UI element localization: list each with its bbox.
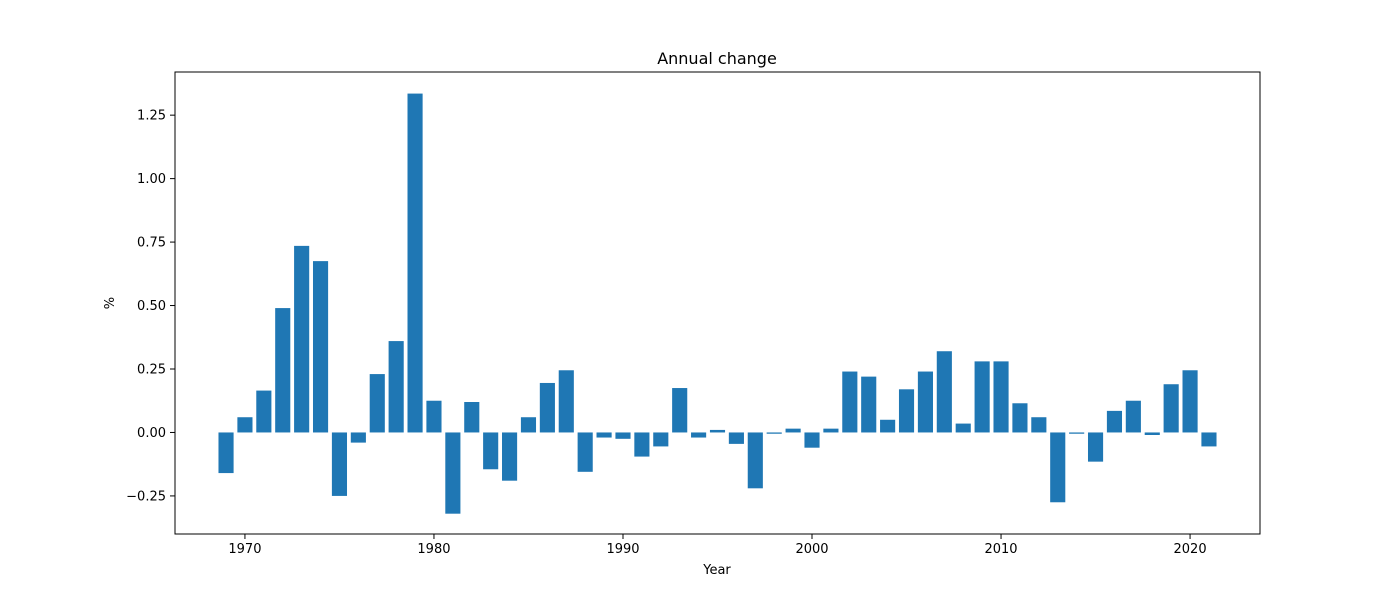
- bar-2016: [1106, 410, 1123, 433]
- bar-1983: [483, 432, 499, 470]
- bar-1980: [426, 400, 442, 433]
- bar-2005: [898, 389, 915, 433]
- plot-frame: [174, 71, 1261, 535]
- bar-1979: [407, 93, 423, 433]
- bar-1972: [275, 308, 291, 433]
- bar-1984: [502, 432, 518, 481]
- x-tick-label: 1980: [417, 542, 450, 557]
- bar-2003: [861, 376, 877, 433]
- y-tick-label: 0.00: [137, 426, 166, 441]
- bar-1973: [294, 245, 310, 433]
- bar-2011: [1012, 403, 1028, 433]
- bar-2012: [1031, 417, 1047, 433]
- bar-2002: [842, 371, 858, 433]
- x-tick-label: 2000: [795, 542, 828, 557]
- bar-1993: [672, 388, 688, 433]
- x-axis-ticks: 1970 1980 1990 2000 2010 2020: [228, 534, 1207, 557]
- x-axis-title: Year: [702, 563, 731, 578]
- bar-1970: [237, 417, 253, 433]
- chart-title: Annual change: [657, 49, 777, 68]
- y-tick-label: 0.25: [137, 363, 166, 378]
- x-tick-label: 1990: [606, 542, 639, 557]
- y-tick-label: 1.25: [137, 109, 166, 124]
- bar-1999: [785, 428, 801, 433]
- y-tick-label: 0.50: [137, 299, 166, 314]
- bar-2000: [804, 432, 820, 448]
- y-axis-title: %: [103, 297, 118, 309]
- bar-1988: [577, 432, 593, 472]
- bar-2017: [1125, 400, 1141, 433]
- y-tick-label: 0.75: [137, 236, 166, 251]
- bar-2018: [1144, 432, 1160, 435]
- bar-2013: [1050, 432, 1066, 503]
- bar-1987: [558, 370, 574, 433]
- bar-2001: [823, 428, 839, 433]
- bar-1989: [596, 432, 612, 438]
- bar-1971: [256, 390, 272, 433]
- bar-2020: [1182, 370, 1198, 433]
- bar-1991: [634, 432, 650, 457]
- y-tick-label: −0.25: [126, 489, 166, 504]
- y-tick-label: 1.00: [137, 172, 166, 187]
- bar-2007: [936, 351, 952, 433]
- x-tick-label: 1970: [228, 542, 261, 557]
- bar-1996: [728, 432, 744, 444]
- bar-2014: [1069, 432, 1085, 434]
- bar-1992: [653, 432, 669, 447]
- bar-1994: [691, 432, 707, 438]
- bar-2004: [880, 419, 896, 433]
- bar-2006: [917, 371, 933, 433]
- bar-1969: [218, 432, 234, 474]
- bar-1990: [615, 432, 631, 439]
- x-tick-label: 2020: [1174, 542, 1207, 557]
- bar-1982: [464, 402, 480, 433]
- bar-1976: [350, 432, 366, 443]
- bar-2009: [974, 361, 990, 433]
- bar-1978: [388, 341, 404, 433]
- y-axis-ticks: −0.25 0.00 0.25 0.50 0.75 1.00 1.25: [126, 109, 175, 504]
- bar-2015: [1087, 432, 1104, 462]
- bar-1977: [369, 374, 385, 433]
- bar-1986: [539, 382, 555, 433]
- bar-1974: [312, 261, 329, 433]
- bar-1985: [520, 417, 537, 433]
- bars-group: [218, 93, 1217, 514]
- bar-2019: [1163, 384, 1179, 433]
- bar-2021: [1201, 432, 1217, 447]
- bar-1981: [445, 432, 461, 514]
- x-tick-label: 2010: [984, 542, 1017, 557]
- bar-1997: [747, 432, 763, 489]
- bar-1995: [709, 429, 726, 433]
- bar-1998: [766, 432, 782, 434]
- bar-2010: [993, 361, 1009, 433]
- bar-2008: [955, 423, 971, 433]
- bar-1975: [331, 432, 348, 496]
